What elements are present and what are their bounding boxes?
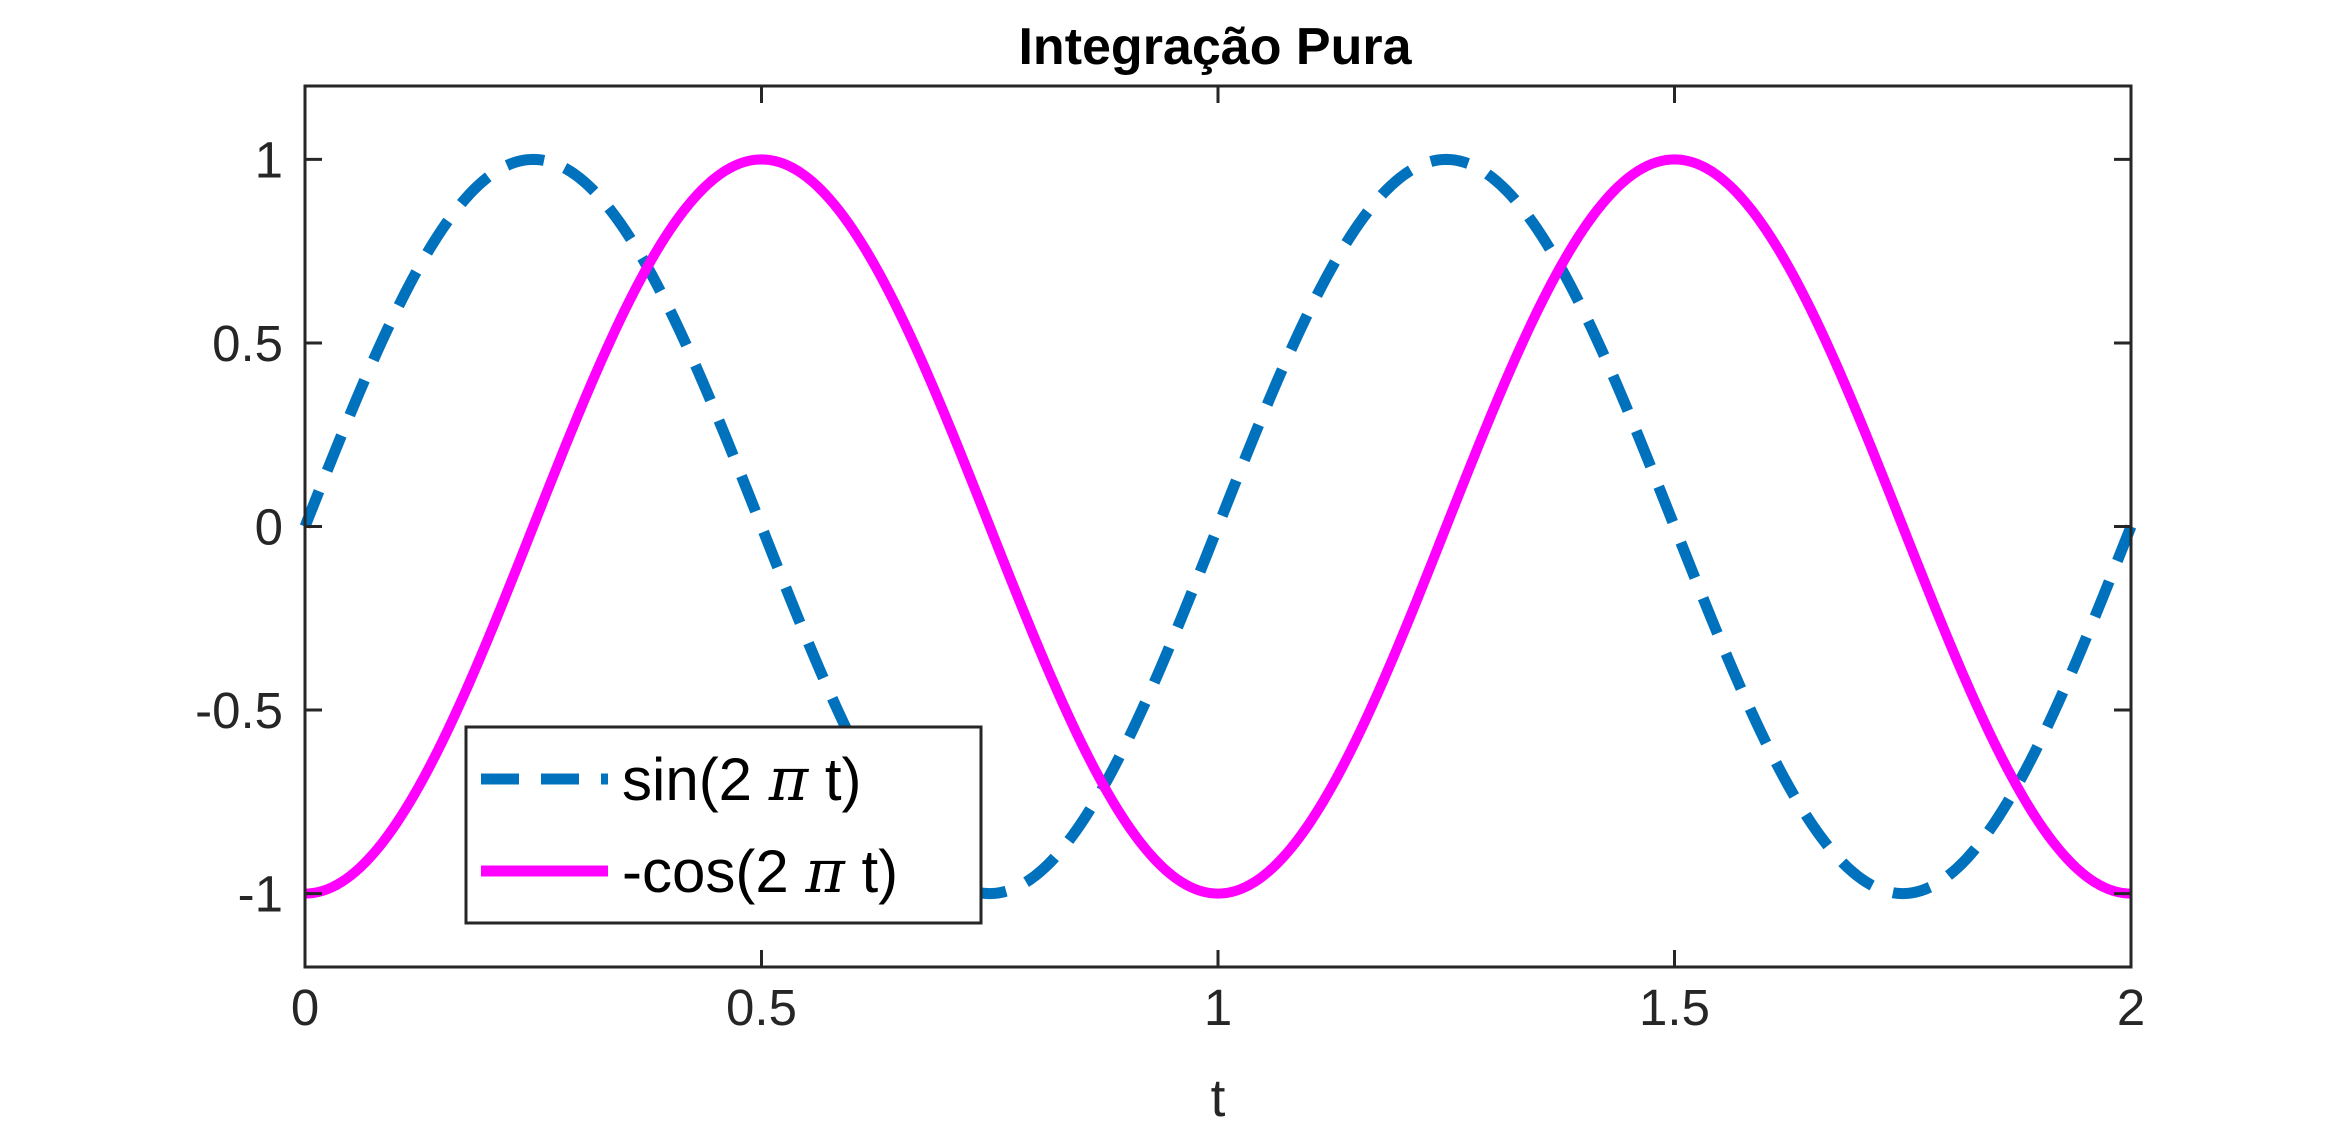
legend-box — [464, 725, 983, 925]
legend-label-sin: sin(2 π t) — [622, 745, 861, 815]
legend: sin(2 π t) -cos(2 π t) — [464, 725, 983, 925]
series-layer — [299, 153, 2137, 900]
legend-label-neg-cos: -cos(2 π t) — [622, 837, 898, 907]
legend-label-sin-prefix: sin(2 — [622, 746, 769, 813]
x-tick-label: 2 — [2117, 979, 2145, 1036]
x-tick-label: 1 — [1204, 979, 1232, 1036]
legend-label-neg-cos-symbol: π — [804, 837, 846, 907]
x-tick-label: 1.5 — [1639, 979, 1710, 1036]
series-line-sin — [299, 153, 2137, 900]
legend-label-sin-symbol: π — [768, 745, 810, 815]
y-tick-label: 0.5 — [212, 315, 283, 372]
y-tick-label: -0.5 — [195, 682, 283, 739]
series-line-neg-cos — [304, 154, 2132, 899]
x-axis-title: t — [1211, 1069, 1226, 1121]
y-tick-label: -1 — [238, 866, 283, 923]
x-axis: 0 0.5 1 1.5 2 — [291, 86, 2145, 1036]
chart-title: Integração Pura — [1018, 18, 1412, 76]
y-tick-label: 1 — [255, 131, 283, 188]
legend-label-neg-cos-prefix: -cos(2 — [622, 838, 805, 905]
y-axis: -1 -0.5 0 0.5 1 — [195, 131, 2131, 923]
y-tick-label: 0 — [255, 499, 283, 556]
x-tick-label: 0 — [291, 979, 319, 1036]
legend-label-sin-suffix: t) — [808, 746, 861, 813]
legend-label-neg-cos-suffix: t) — [845, 838, 898, 905]
x-tick-label: 0.5 — [726, 979, 797, 1036]
